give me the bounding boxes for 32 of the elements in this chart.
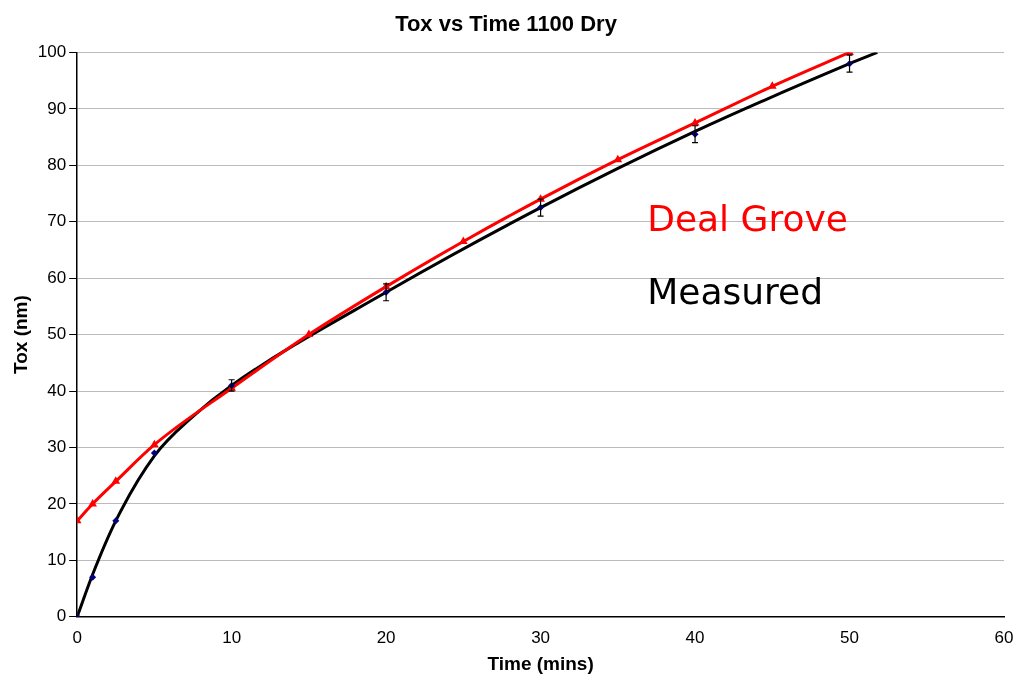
x-tick-label: 10: [222, 627, 242, 647]
point: [150, 439, 159, 448]
x-tick-label: 60: [994, 627, 1014, 647]
point: [88, 498, 97, 507]
y-axis-title: Tox (nm): [9, 295, 31, 375]
text: Measured: [647, 271, 824, 313]
x-axis-title: Time (mins): [487, 652, 594, 674]
point: [112, 517, 120, 525]
y-tick-label: 100: [37, 42, 67, 62]
y-tick-label: 50: [47, 324, 67, 344]
chart-title: Tox vs Time 1100 Dry: [395, 11, 618, 37]
series-label: Deal Grove: [647, 198, 848, 240]
point: [459, 236, 468, 244]
point: [304, 329, 314, 338]
y-tick-label: 0: [56, 606, 67, 626]
point: [111, 476, 121, 484]
x-tick-label: 40: [685, 627, 705, 647]
y-tick-label: 30: [47, 437, 67, 457]
y-tick-label: 80: [47, 154, 67, 174]
x-tick-label: 50: [840, 627, 859, 647]
y-tick-label: 10: [47, 550, 67, 570]
y-tick-label: 60: [47, 267, 67, 287]
point: [150, 449, 158, 457]
y-tick-label: 20: [47, 493, 67, 513]
y-tick-label: 40: [47, 380, 67, 400]
x-tick-label: 20: [376, 627, 396, 647]
y-tick-label: 70: [47, 211, 67, 231]
x-tick-label: 30: [531, 627, 551, 647]
x-tick-label: 0: [72, 627, 82, 647]
point: [89, 573, 97, 581]
y-tick-label: 90: [47, 98, 67, 118]
point: [613, 154, 623, 163]
